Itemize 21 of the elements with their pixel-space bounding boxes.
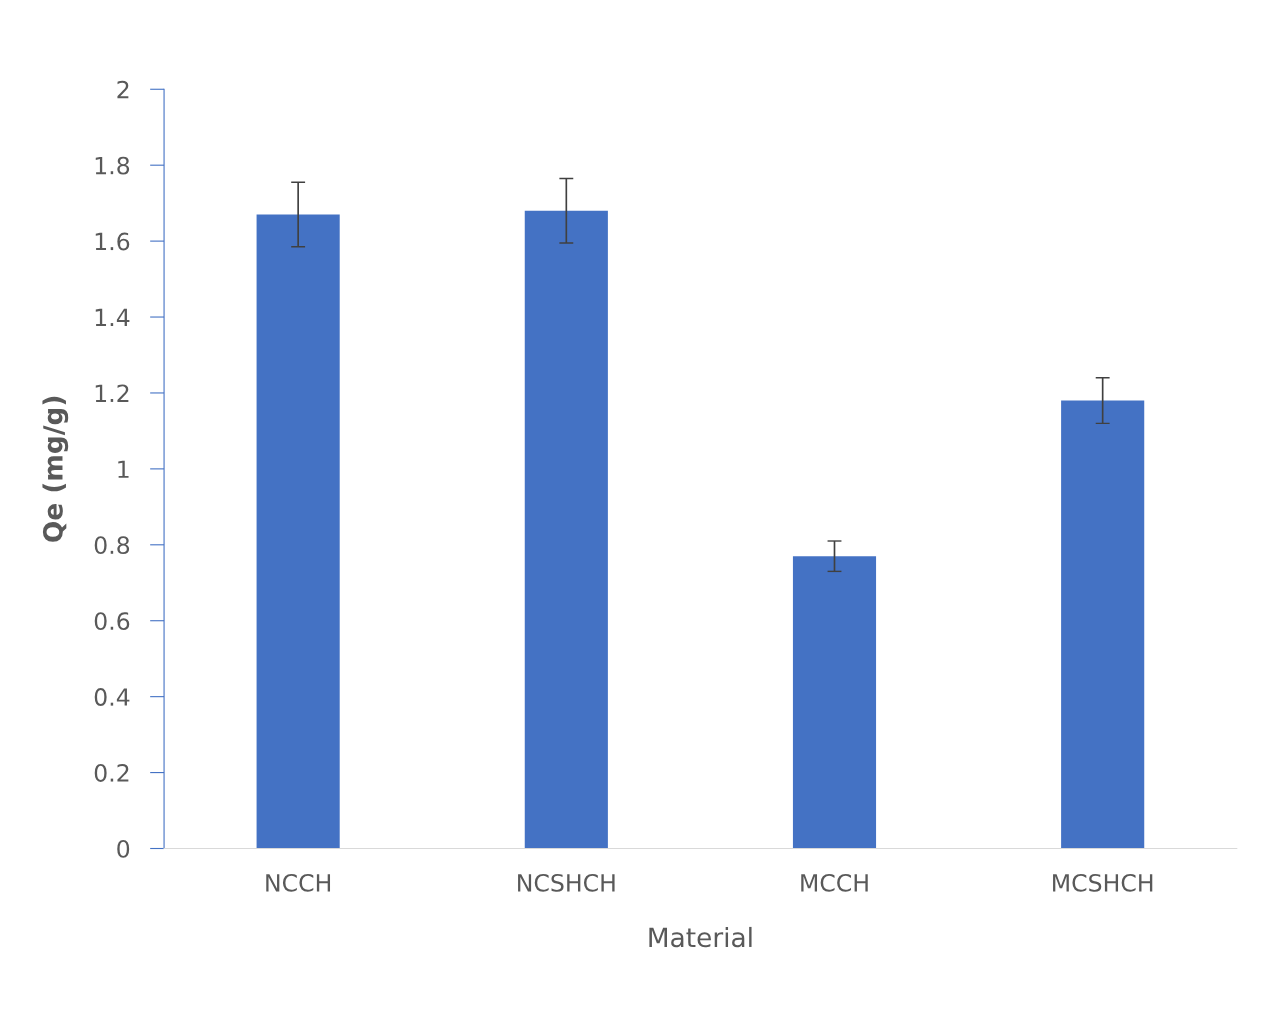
bar <box>524 210 608 849</box>
x-tick-label: NCSHCH <box>518 873 615 892</box>
y-tick-label: 0 <box>117 839 130 858</box>
y-tick-label: 1.2 <box>95 384 129 402</box>
y-tick-label: 0.8 <box>94 536 130 555</box>
bar <box>792 556 877 849</box>
bar <box>1061 400 1145 849</box>
y-tick-label: 0.4 <box>94 688 130 706</box>
y-tick-label: 1 <box>118 460 129 478</box>
y-axis-title: Qe (mg/g) <box>42 396 69 542</box>
bar <box>256 214 340 849</box>
y-tick-label: 1.4 <box>95 308 130 326</box>
y-tick-label: 2 <box>117 80 129 99</box>
x-tick-label: NCCH <box>266 873 331 892</box>
y-tick-label: 1.8 <box>95 156 130 175</box>
x-axis-title: Material <box>649 926 752 948</box>
x-tick-label: MCSHCH <box>1053 873 1153 892</box>
y-tick-label: 0.6 <box>94 612 130 631</box>
x-tick-label: MCCH <box>801 873 868 892</box>
y-tick-label: 0.2 <box>94 764 129 782</box>
y-tick-label: 1.6 <box>95 232 130 251</box>
